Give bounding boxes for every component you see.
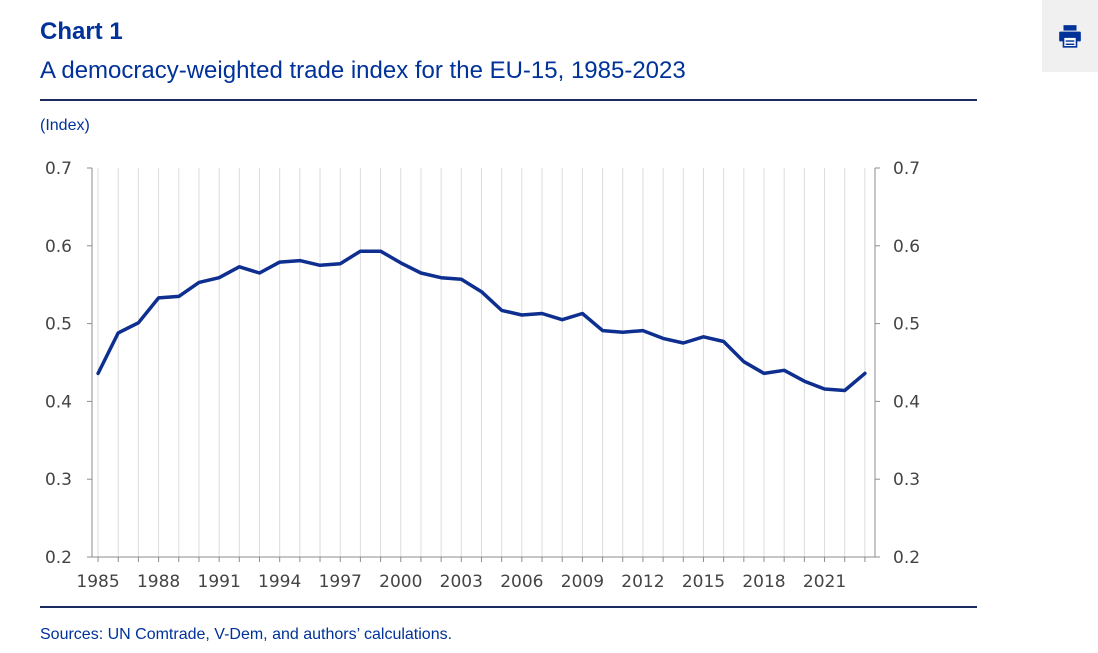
y-tick-label-left: 0.3: [45, 470, 72, 490]
data-point-1993: [258, 272, 261, 275]
data-point-1996: [319, 264, 322, 267]
x-tick-label: 1997: [319, 572, 362, 592]
data-point-1995: [298, 259, 301, 262]
data-point-2022: [843, 389, 846, 392]
data-point-1988: [157, 296, 160, 299]
data-point-2001: [419, 272, 422, 275]
sources-note: Sources: UN Comtrade, V-Dem, and authors…: [40, 626, 453, 643]
x-tick-label: 1994: [258, 572, 301, 592]
data-point-2018: [763, 372, 766, 375]
data-point-2021: [823, 387, 826, 390]
x-tick-label: 2009: [561, 572, 604, 592]
top-divider: [40, 99, 977, 101]
data-point-1985: [97, 372, 100, 375]
data-point-2015: [702, 335, 705, 338]
data-point-2006: [520, 314, 523, 317]
y-tick-label-right: 0.4: [893, 392, 920, 412]
data-point-1992: [238, 265, 241, 268]
x-tick-label: 2021: [803, 572, 846, 592]
x-tick-label: 1991: [198, 572, 241, 592]
data-point-2010: [601, 329, 604, 332]
chart-number: Chart 1: [40, 18, 123, 45]
data-point-1989: [177, 295, 180, 298]
data-point-1990: [197, 281, 200, 284]
chart-title: A democracy-weighted trade index for the…: [40, 57, 686, 84]
data-point-2009: [581, 312, 584, 315]
data-point-1991: [218, 276, 221, 279]
series-line: [96, 249, 867, 393]
data-point-1999: [379, 250, 382, 253]
data-point-2013: [662, 337, 665, 340]
x-tick-label: 2006: [500, 572, 543, 592]
data-point-1987: [137, 321, 140, 324]
y-tick-label-left: 0.4: [45, 392, 72, 412]
x-tick-label: 2015: [682, 572, 725, 592]
y-tick-label-left: 0.5: [45, 315, 72, 335]
line-chart: 0.2 0.2 0.3 0.3 0.4 0.4 0.5 0.5 0.6 0.6 0.7 0.7 1985…: [45, 159, 920, 592]
data-point-2023: [863, 372, 866, 375]
data-point-1998: [359, 250, 362, 253]
y-tick-label-left: 0.6: [45, 237, 72, 257]
print-icon: [1059, 25, 1081, 48]
y-tick-label-left: 0.7: [45, 159, 72, 179]
y-tick-label-right: 0.5: [893, 315, 920, 335]
y-tick-label-left: 0.2: [45, 548, 72, 568]
data-point-1997: [339, 262, 342, 265]
data-point-2019: [783, 369, 786, 372]
data-point-2002: [440, 276, 443, 279]
data-point-2011: [621, 331, 624, 334]
data-point-1986: [117, 331, 120, 334]
x-tick-label: 2018: [742, 572, 785, 592]
data-point-2004: [480, 290, 483, 293]
y-tick-label-right: 0.3: [893, 470, 920, 490]
x-tick-label: 2003: [440, 572, 483, 592]
y-tick-label-right: 0.7: [893, 159, 920, 179]
data-point-2008: [561, 318, 564, 321]
data-point-2000: [399, 261, 402, 264]
x-tick-label: 2012: [621, 572, 664, 592]
x-tick-label: 2000: [379, 572, 422, 592]
unit-label: (Index): [40, 117, 90, 134]
data-point-2007: [541, 312, 544, 315]
data-point-2012: [641, 329, 644, 332]
data-point-2005: [500, 309, 503, 312]
data-point-1994: [278, 261, 281, 264]
data-point-2014: [682, 342, 685, 345]
data-point-2003: [460, 278, 463, 281]
print-button[interactable]: [1042, 0, 1098, 72]
y-tick-label-right: 0.2: [893, 548, 920, 568]
data-point-2017: [742, 360, 745, 363]
y-tick-label-right: 0.6: [893, 237, 920, 257]
bottom-divider: [40, 606, 977, 608]
data-point-2020: [803, 380, 806, 383]
x-tick-label: 1985: [76, 572, 119, 592]
data-point-2016: [722, 340, 725, 343]
x-tick-label: 1988: [137, 572, 180, 592]
